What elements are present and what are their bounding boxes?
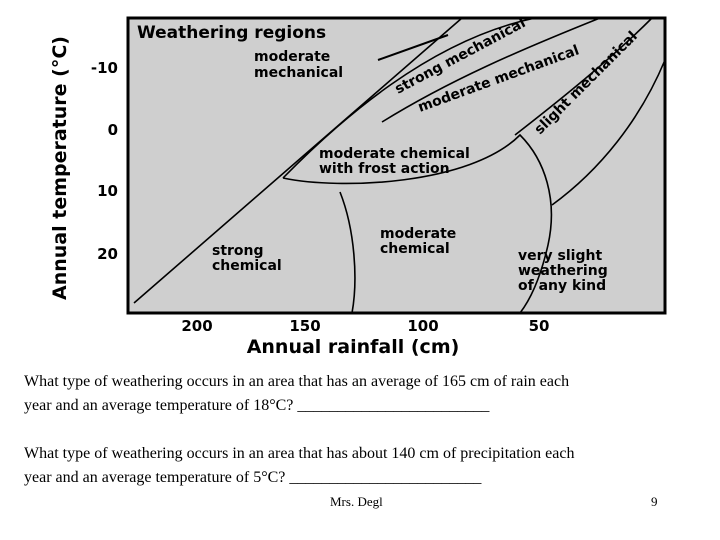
question-2: What type of weathering occurs in an are…	[24, 442, 714, 490]
region-strong-chemical-2: chemical	[212, 258, 282, 274]
footer-author: Mrs. Degl	[330, 494, 383, 509]
question-1: What type of weathering occurs in an are…	[24, 370, 714, 418]
region-moderate-chemical-2: chemical	[380, 241, 450, 257]
frost-action-boundary	[282, 133, 553, 314]
question-1-line-2: year and an average temperature of 18°C?…	[24, 397, 490, 414]
boundary-line-left	[133, 17, 463, 304]
region-strong-chemical-1: strong	[212, 243, 264, 259]
region-very-slight-1: very slight	[518, 248, 602, 264]
boundary-curve-4	[551, 59, 666, 206]
y-tick-label: 0	[108, 121, 118, 139]
label-pointer-line	[377, 34, 449, 61]
y-tick-label: 10	[97, 182, 118, 200]
question-2-line-1: What type of weathering occurs in an are…	[24, 445, 575, 462]
weathering-regions-diagram: Weathering regions moderate mechanical s…	[49, 15, 667, 358]
boundary-curve-1	[282, 17, 536, 179]
boundary-curve-3	[514, 17, 653, 136]
x-axis-title: Annual rainfall (cm)	[247, 336, 460, 358]
y-tick-label: -10	[91, 59, 118, 77]
x-tick-label: 200	[181, 317, 212, 335]
region-moderate-mechanical-1: moderate	[254, 49, 330, 65]
region-very-slight-3: of any kind	[518, 278, 606, 294]
region-moderate-chemical-1: moderate	[380, 226, 456, 242]
diagram-title: Weathering regions	[137, 23, 326, 43]
question-2-line-2: year and an average temperature of 5°C? …	[24, 469, 482, 486]
y-axis-title: Annual temperature (°C)	[49, 36, 71, 300]
x-tick-label: 100	[407, 317, 438, 335]
plot-area	[126, 16, 667, 315]
region-very-slight-2: weathering	[518, 263, 608, 279]
x-tick-label: 50	[529, 317, 550, 335]
footer-page-number: 9	[651, 494, 658, 509]
region-frost-chemical-1: moderate chemical	[319, 146, 470, 162]
x-tick-label: 150	[289, 317, 320, 335]
region-moderate-mechanical-2: mechanical	[254, 65, 343, 81]
question-1-line-1: What type of weathering occurs in an are…	[24, 373, 570, 390]
boundary-curve-2	[381, 17, 601, 123]
strong-chemical-boundary	[339, 191, 356, 314]
region-frost-chemical-2: with frost action	[319, 161, 450, 177]
y-tick-label: 20	[97, 245, 118, 263]
